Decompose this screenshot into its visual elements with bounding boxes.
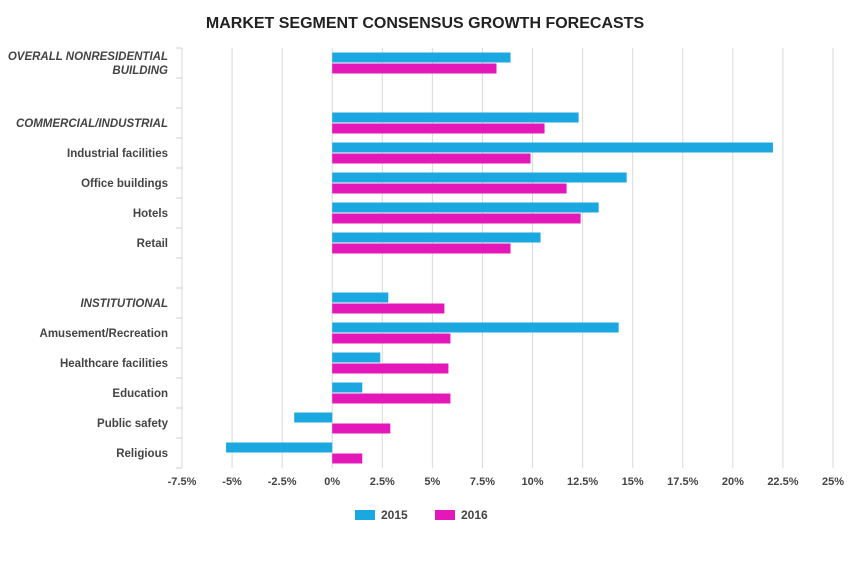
bar-2015-industrial-facilities: [332, 142, 773, 153]
bar-2016-amusement-recreation: [332, 333, 451, 344]
x-tick-label: 0%: [324, 476, 340, 488]
category-label: Education: [112, 388, 168, 400]
category-label: OVERALL NONRESIDENTIAL: [8, 51, 168, 63]
bar-2015-healthcare-facilities: [332, 352, 381, 363]
bar-2016-hotels: [332, 213, 581, 224]
bar-2016-education: [332, 393, 451, 404]
category-label: Industrial facilities: [67, 148, 168, 160]
category-label: Amusement/Recreation: [40, 328, 168, 340]
x-tick-label: 10%: [522, 476, 544, 488]
bar-2015-overall-nonresidential-building: [332, 52, 511, 63]
category-label: Religious: [116, 448, 168, 460]
bar-2015-public-safety: [294, 412, 333, 423]
x-tick-label: 20%: [722, 476, 744, 488]
x-tick-label: -5%: [222, 476, 242, 488]
bar-2015-commercial-industrial: [332, 112, 579, 123]
bar-2015-religious: [226, 442, 333, 453]
x-tick-label: 22.5%: [767, 476, 798, 488]
x-tick-label: 15%: [622, 476, 644, 488]
legend-label-2016: 2016: [461, 508, 488, 522]
category-label: INSTITUTIONAL: [80, 298, 168, 310]
bar-2016-institutional: [332, 303, 445, 314]
category-label: Healthcare facilities: [60, 358, 168, 370]
bar-2015-office-buildings: [332, 172, 627, 183]
category-label: Retail: [137, 238, 168, 250]
x-axis-tick-labels: -7.5% -5% -2.5% 0% 2.5% 5% 7.5% 10% 12.5% 15% 17.5…: [168, 476, 845, 488]
bar-2015-education: [332, 382, 363, 393]
chart-title: MARKET SEGMENT CONSENSUS GROWTH FORECAST…: [206, 15, 645, 32]
x-tick-label: 25%: [822, 476, 844, 488]
bar-2015-retail: [332, 232, 541, 243]
legend: 2015 2016: [355, 508, 488, 522]
bar-2016-office-buildings: [332, 183, 567, 194]
category-label: Public safety: [97, 418, 169, 430]
category-label: Office buildings: [81, 178, 168, 190]
bar-2015-amusement-recreation: [332, 322, 619, 333]
bar-2015-hotels: [332, 202, 599, 213]
x-tick-label: 5%: [424, 476, 440, 488]
x-tick-label: 17.5%: [667, 476, 698, 488]
category-label: BUILDING: [112, 65, 168, 77]
x-tick-label: 7.5%: [470, 476, 495, 488]
category-label: COMMERCIAL/INDUSTRIAL: [16, 118, 168, 130]
grid-layer: [176, 47, 834, 469]
bar-2016-retail: [332, 243, 511, 254]
category-labels: OVERALL NONRESIDENTIAL BUILDING COMMERCIAL…: [8, 51, 169, 460]
legend-label-2015: 2015: [381, 508, 408, 522]
x-tick-label: -2.5%: [268, 476, 297, 488]
bar-2016-industrial-facilities: [332, 153, 531, 164]
bar-2016-healthcare-facilities: [332, 363, 449, 374]
bar-2016-overall-nonresidential-building: [332, 63, 497, 74]
legend-swatch-2016: [435, 510, 455, 520]
legend-swatch-2015: [355, 510, 375, 520]
bars-layer: [226, 52, 773, 464]
bar-2015-institutional: [332, 292, 389, 303]
bar-2016-religious: [332, 453, 363, 464]
x-tick-label: 2.5%: [370, 476, 395, 488]
category-label: Hotels: [133, 208, 168, 220]
bar-2016-public-safety: [332, 423, 391, 434]
x-tick-label: -7.5%: [168, 476, 197, 488]
x-tick-label: 12.5%: [567, 476, 598, 488]
bar-2016-commercial-industrial: [332, 123, 545, 134]
